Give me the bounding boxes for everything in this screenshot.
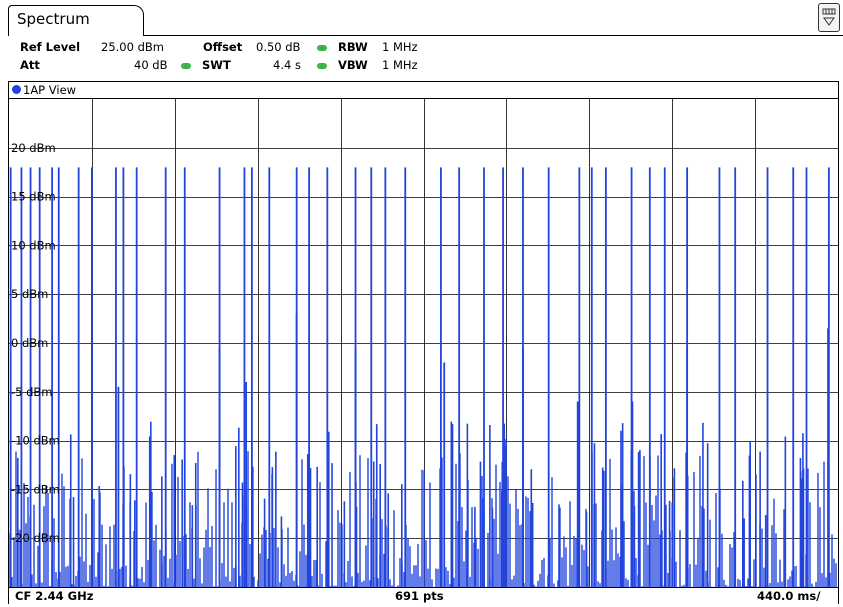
vbw-label: VBW (338, 58, 368, 72)
y-tick-label: 0 dBm (11, 336, 48, 350)
settings-panel: Ref Level 25.00 dBm Offset 0.50 dB RBW 1… (0, 37, 843, 77)
y-tick-label: -15 dBm (11, 482, 60, 496)
swt-value[interactable]: 4.4 s (273, 58, 301, 72)
diagram-title: 1AP View (23, 83, 77, 97)
tab-label: Spectrum (17, 10, 90, 28)
tab-divider (143, 35, 843, 36)
att-label: Att (20, 58, 40, 72)
y-tick-label: 10 dBm (11, 238, 56, 252)
rbw-value[interactable]: 1 MHz (382, 40, 418, 54)
y-tick-label: 5 dBm (11, 287, 48, 301)
att-indicator (181, 63, 191, 69)
ref-level-label: Ref Level (20, 40, 81, 54)
att-value[interactable]: 40 dB (134, 58, 168, 72)
sweep-time-per-div[interactable]: 440.0 ms/ (757, 589, 821, 603)
swt-indicator (317, 63, 327, 69)
y-tick-label: 20 dBm (11, 141, 56, 155)
display-config-icon (822, 8, 836, 26)
y-tick-label: -10 dBm (11, 434, 60, 448)
diagram-title-bar: 1AP View (9, 82, 838, 99)
ref-level-value[interactable]: 25.00 dBm (101, 40, 164, 54)
y-tick-label: -5 dBm (11, 385, 53, 399)
sweep-points[interactable]: 691 pts (395, 589, 444, 603)
diagram-footer: CF 2.44 GHz 691 pts 440.0 ms/ (9, 587, 838, 604)
offset-value[interactable]: 0.50 dB (256, 40, 301, 54)
diagram-window: 1AP View 20 dBm 15 dBm 10 dBm 5 dBm 0 dBm -5 … (8, 81, 839, 604)
offset-label: Offset (203, 40, 243, 54)
vbw-value[interactable]: 1 MHz (382, 58, 418, 72)
y-tick-label: 15 dBm (11, 190, 56, 204)
spectrum-plot[interactable]: 20 dBm 15 dBm 10 dBm 5 dBm 0 dBm -5 dBm -10 dB… (9, 99, 838, 587)
trace-1 (9, 167, 837, 587)
center-frequency[interactable]: CF 2.44 GHz (15, 589, 94, 603)
offset-indicator (317, 45, 327, 51)
swt-label: SWT (202, 58, 231, 72)
window-menu-button[interactable] (818, 3, 840, 32)
y-tick-label: -20 dBm (11, 531, 60, 545)
rbw-label: RBW (338, 40, 368, 54)
trace-indicator-icon (12, 85, 21, 94)
tab-spectrum[interactable]: Spectrum (8, 5, 144, 36)
